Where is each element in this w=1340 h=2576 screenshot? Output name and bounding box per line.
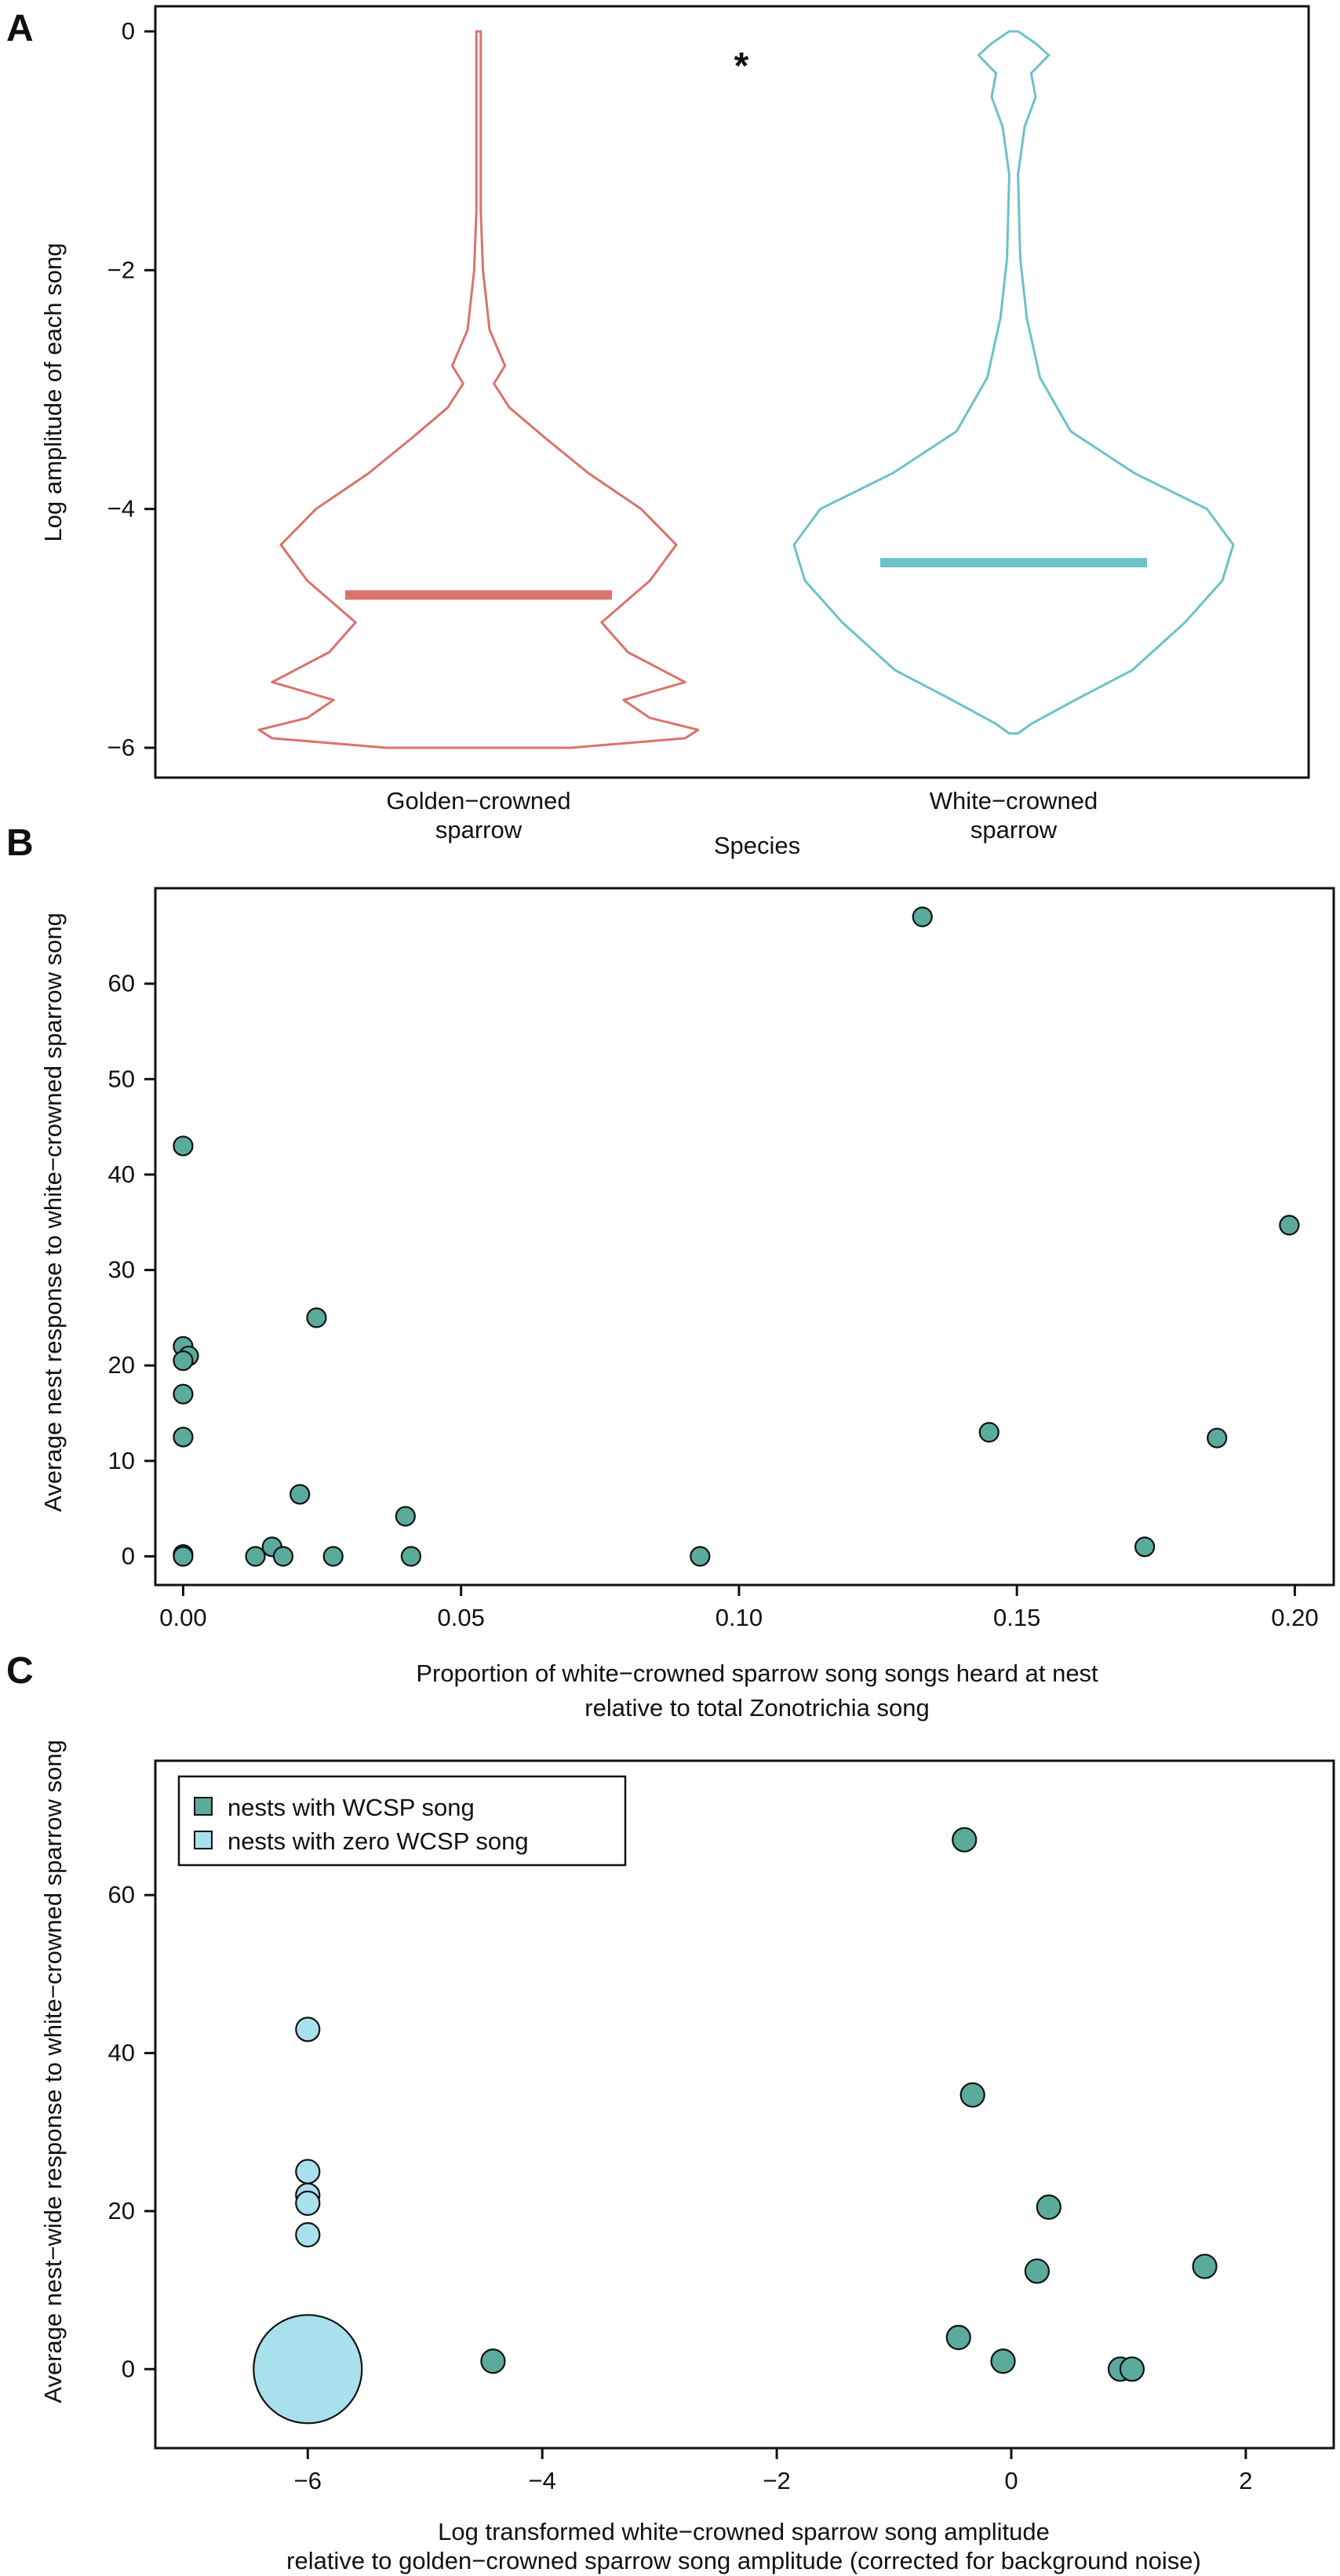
y-tick-label-b: 30 [108,1256,135,1284]
plot-frame-b [154,887,1335,1587]
plot-frame-a [154,5,1310,779]
data-point-b [395,1506,416,1527]
y-tick-label-a: −6 [107,734,135,761]
x-tick-label-b: 0.10 [716,1604,763,1631]
data-point-zero-wcsp [295,2222,321,2248]
y-tick-label-b: 10 [108,1447,135,1474]
y-tick-label-a: −4 [107,495,135,523]
data-point-b [173,1350,194,1372]
data-point-b [306,1307,327,1328]
category-label-a: White−crowned [930,787,1098,814]
x-tick-label-b: 0.00 [159,1604,206,1631]
category-label-a: sparrow [435,816,523,843]
x-tick-label-b: 0.20 [1271,1604,1318,1631]
violin-white-crowned [792,30,1235,735]
category-label-a: Golden−crowned [386,787,570,814]
data-point-wcsp [945,2324,971,2351]
data-point-wcsp [480,2348,506,2374]
x-tick-label-b: 0.15 [993,1604,1040,1631]
data-point-zero-wcsp [295,2159,321,2184]
y-tick-label-b: 50 [108,1065,135,1092]
data-point-b [322,1546,344,1567]
data-point-b [400,1546,422,1567]
data-point-b [1207,1427,1228,1448]
legend-swatch-wcsp [194,1797,213,1816]
data-point-b [978,1422,1000,1443]
y-tick-label-b: 40 [108,1160,135,1188]
data-point-b [690,1546,711,1567]
x-tick-label-c: 0 [1004,2467,1018,2494]
data-point-b [173,1135,194,1157]
data-point-b [173,1383,194,1405]
legend-box [177,1775,627,1867]
y-tick-label-c: 0 [122,2355,135,2382]
x-axis-title-c-line1: Log transformed white−crowned sparrow so… [438,2518,1050,2545]
data-point-b [289,1484,311,1505]
data-point-zero-wcsp [295,2190,321,2216]
points-b [173,906,1300,1567]
y-axis-title-c: Average nest−wide response to white−crow… [39,1740,67,2403]
legend-label-wcsp: nests with WCSP song [228,1794,475,1821]
y-tick-label-b: 60 [108,970,135,997]
y-tick-label-b: 20 [108,1351,135,1379]
data-point-wcsp [1036,2194,1061,2220]
y-tick-label-b: 0 [122,1543,135,1570]
legend-swatch-zero-wcsp [194,1831,213,1849]
panel-label-a: A [6,8,34,49]
data-point-wcsp [1024,2258,1050,2284]
legend: nests with WCSP song nests with zero WCS… [177,1775,627,1867]
x-tick-label-c: −2 [763,2467,790,2494]
x-axis-title-c-line2: relative to golden−crowned sparrow song … [286,2547,1201,2574]
x-axis-title-a: Species [714,832,800,859]
data-point-zero-wcsp [253,2314,363,2425]
data-point-b [912,906,933,927]
y-axis-a: 0 −2 −4 −6 [107,17,155,761]
points-c [253,1827,1218,2425]
panel-label-b: B [6,822,34,864]
y-tick-label-c: 20 [108,2197,135,2224]
x-axis-title-b-line1: Proportion of white−crowned sparrow song… [416,1660,1098,1687]
x-tick-label-c: 2 [1239,2467,1252,2494]
data-point-b [1134,1536,1156,1558]
legend-label-zero-wcsp: nests with zero WCSP song [228,1827,529,1855]
data-point-wcsp [952,1827,978,1853]
data-point-b [245,1546,266,1567]
x-tick-label-c: −4 [529,2467,556,2494]
data-point-wcsp [1192,2254,1218,2279]
y-tick-label-c: 40 [108,2039,135,2067]
significance-asterisk: * [734,46,749,87]
y-axis-title-a: Log amplitude of each song [39,243,67,542]
plot-frame-c [154,1759,1335,2450]
x-tick-label-b: 0.05 [437,1604,484,1631]
data-point-b [272,1546,294,1567]
x-axis-a: Golden−crownedsparrowWhite−crownedsparro… [386,787,1098,843]
data-point-b [1279,1215,1300,1236]
data-point-wcsp [1119,2356,1145,2382]
data-point-b [173,1426,194,1448]
y-tick-label-c: 60 [108,1881,135,1908]
x-axis-title-b-line2: relative to total Zonotrichia song [584,1694,929,1722]
y-tick-label-a: −2 [107,256,135,283]
y-tick-label-a: 0 [122,17,135,45]
y-axis-title-b: Average nest response to white−crowned s… [39,913,67,1512]
data-point-zero-wcsp [295,2017,321,2042]
violin-golden-crowned [257,30,700,749]
panel-label-c: C [6,1650,34,1692]
data-point-wcsp [990,2348,1016,2374]
x-tick-label-c: −6 [294,2467,322,2494]
data-point-b [173,1546,194,1567]
violins-a [257,30,1235,749]
axes-b: 0.00 0.05 0.10 0.15 0.20 0 10 20 30 40 50 60 [108,970,1319,1631]
category-label-a: sparrow [970,816,1058,843]
data-point-wcsp [959,2082,985,2108]
